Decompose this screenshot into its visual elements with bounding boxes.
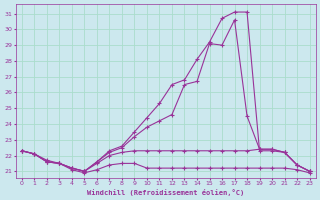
X-axis label: Windchill (Refroidissement éolien,°C): Windchill (Refroidissement éolien,°C) — [87, 189, 244, 196]
